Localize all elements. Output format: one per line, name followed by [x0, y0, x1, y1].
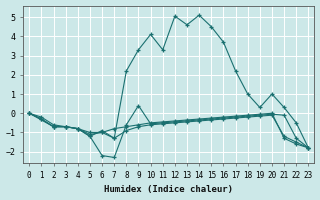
- X-axis label: Humidex (Indice chaleur): Humidex (Indice chaleur): [104, 185, 233, 194]
